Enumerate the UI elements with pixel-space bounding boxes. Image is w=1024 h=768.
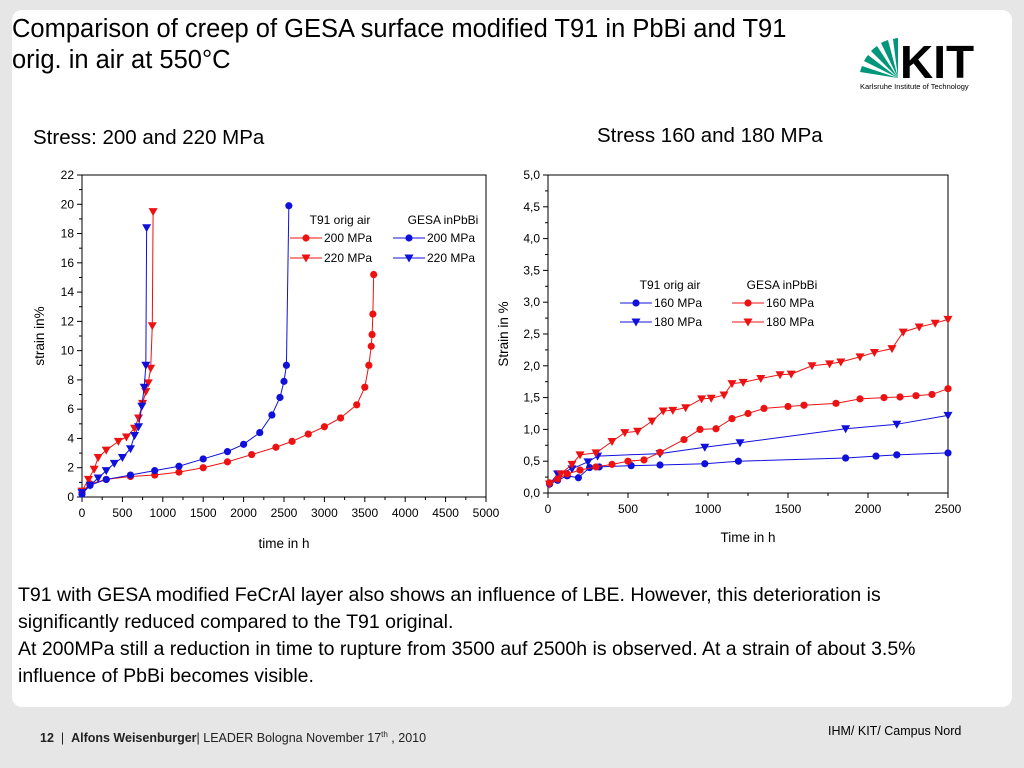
slide-title: Comparison of creep of GESA surface modi… (12, 15, 787, 74)
kit-fan-icon (860, 38, 898, 78)
kit-logo-subtitle: Karlsruhe Institute of Technology (860, 82, 969, 91)
kit-logo-text: KIT (900, 36, 974, 88)
page-number: 12 (40, 731, 54, 746)
footer-author: Alfons Weisenburger (71, 731, 197, 746)
left-chart-heading: Stress: 200 and 220 MPa (33, 126, 265, 149)
kit-logo: KIT (860, 36, 974, 88)
footer-left: 12 | Alfons Weisenburger| LEADER Bologna… (40, 730, 427, 746)
right-chart-heading: Stress 160 and 180 MPa (597, 124, 823, 147)
footer-right: IHM/ KIT/ Campus Nord (828, 724, 962, 738)
footer-event-year: , 2010 (387, 731, 427, 746)
body-text: T91 with GESA modified FeCrAl layer also… (18, 582, 958, 690)
footer-event-sup: th (381, 730, 388, 739)
body-paragraph-1: T91 with GESA modified FeCrAl layer also… (18, 584, 881, 633)
footer-event: | LEADER Bologna November 17 (196, 731, 382, 746)
body-paragraph-2: At 200MPa still a reduction in time to r… (18, 638, 916, 687)
